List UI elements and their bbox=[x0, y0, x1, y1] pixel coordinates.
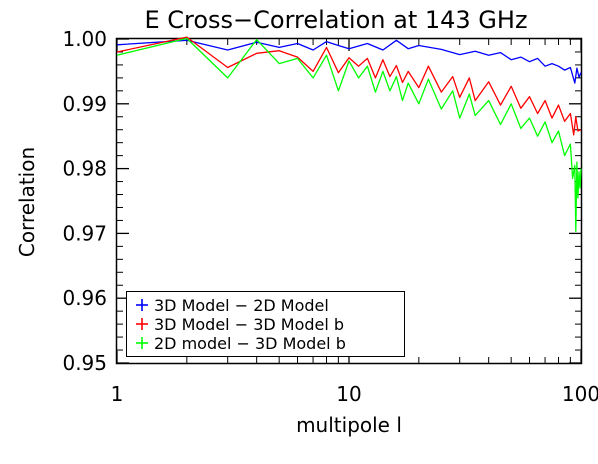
series-layer bbox=[116, 36, 582, 233]
y-tick-label: 0.95 bbox=[62, 351, 107, 375]
x-axis-label: multipole l bbox=[296, 413, 402, 437]
axis-ticks: 0.95 0.96 0.97 0.98 0.99 1.00 1 10 100 bbox=[62, 27, 598, 406]
legend-label: 2D model − 3D Model b bbox=[154, 334, 346, 353]
legend-entry-2: 3D Model − 3D Model b bbox=[136, 315, 344, 334]
legend-label: 3D Model − 2D Model bbox=[154, 296, 329, 315]
y-axis-label: Correlation bbox=[15, 147, 39, 257]
y-tick-label: 0.98 bbox=[62, 157, 107, 181]
y-tick-label: 0.96 bbox=[62, 286, 107, 310]
y-tick-label: 1.00 bbox=[62, 27, 107, 51]
x-tick-label: 100 bbox=[562, 382, 598, 406]
x-tick-label: 1 bbox=[111, 382, 124, 406]
series-line-3 bbox=[116, 37, 582, 233]
y-tick-label: 0.99 bbox=[62, 92, 107, 116]
series-line-2 bbox=[116, 36, 582, 136]
series-line-1 bbox=[116, 39, 582, 84]
legend-entry-1: 3D Model − 2D Model bbox=[136, 296, 329, 315]
x-tick-label: 10 bbox=[336, 382, 361, 406]
y-tick-label: 0.97 bbox=[62, 221, 107, 245]
legend-entry-3: 2D model − 3D Model b bbox=[136, 334, 346, 353]
chart-title: E Cross−Correlation at 143 GHz bbox=[144, 6, 527, 34]
legend-box bbox=[126, 291, 405, 357]
legend-label: 3D Model − 3D Model b bbox=[154, 315, 344, 334]
plot-frame bbox=[115, 37, 583, 365]
